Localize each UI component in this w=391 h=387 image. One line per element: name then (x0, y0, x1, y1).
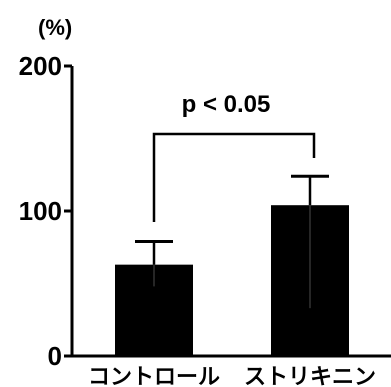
x-category-label: ストリキニン (244, 365, 376, 387)
significance-bracket (152, 132, 316, 222)
y-tick-label: 200 (19, 51, 62, 81)
y-tick-label: 100 (19, 196, 62, 226)
x-category-label: コントロール (88, 365, 220, 387)
x-category-labels: コントロール ストリキニン (88, 365, 376, 387)
significance-annotation: p < 0.05 (182, 91, 271, 118)
y-tick-label: 0 (48, 341, 62, 371)
bars (115, 205, 349, 356)
bracket-line (152, 132, 316, 222)
y-axis-unit-label: (%) (38, 15, 72, 40)
error-bars (135, 174, 329, 309)
y-ticks: 0 100 200 (19, 51, 72, 371)
